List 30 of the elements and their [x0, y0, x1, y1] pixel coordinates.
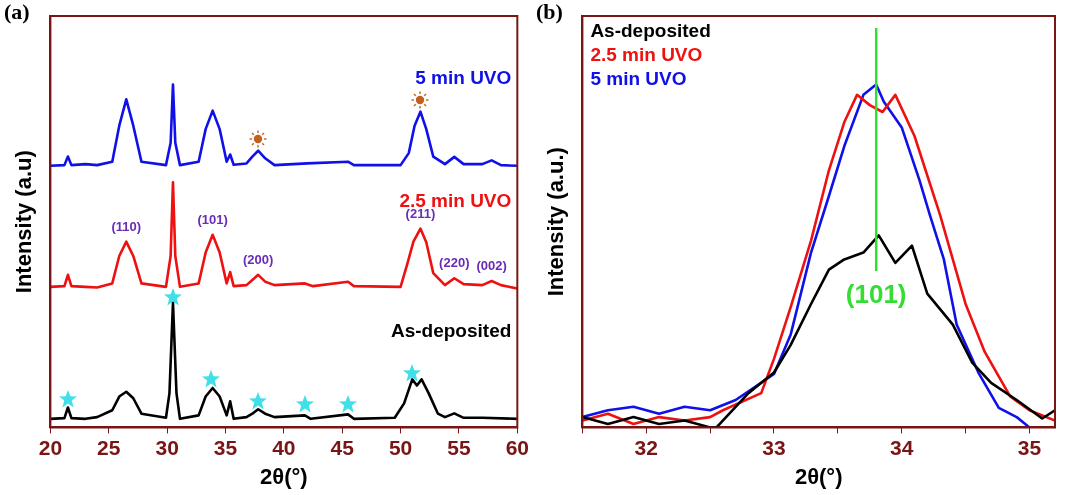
x-tick-label: 32: [634, 435, 658, 459]
annotation: (110): [111, 218, 142, 234]
x-tick-label: 34: [890, 435, 914, 459]
y-axis-title: Intensity (a.u.): [543, 147, 569, 297]
text: (b): [536, 0, 563, 24]
annotation: (101): [197, 211, 228, 227]
x-tick-label: 60: [505, 435, 529, 459]
x-tick-label: 45: [330, 435, 355, 459]
text: (a): [4, 0, 30, 24]
x-tick-label: 35: [1017, 435, 1042, 459]
y-axis-title: Intensity (a.u): [11, 150, 37, 294]
annotation: (002): [476, 258, 507, 274]
x-tick-label: 40: [272, 435, 296, 459]
x-axis-title: 2θ(°): [794, 463, 843, 489]
x-tick-label: 50: [388, 435, 413, 459]
text: As-deposited: [590, 19, 711, 41]
annotation: (101): [845, 279, 907, 310]
annotation: (220): [439, 255, 470, 271]
x-tick-label: 30: [155, 435, 179, 459]
x-axis-title: 2θ(°): [260, 463, 308, 489]
x-tick-label: 25: [97, 435, 121, 459]
x-tick-label: 33: [762, 435, 786, 459]
x-tick-label: 20: [38, 435, 63, 459]
text: 2.5 min UVO: [590, 43, 703, 65]
x-tick-label: 55: [447, 435, 471, 459]
text: As-deposited: [390, 319, 512, 341]
x-tick-label: 35: [213, 435, 238, 459]
text: 5 min UVO: [590, 67, 687, 89]
annotation: (200): [243, 251, 274, 267]
series-label: 5 min UVO: [415, 66, 512, 88]
